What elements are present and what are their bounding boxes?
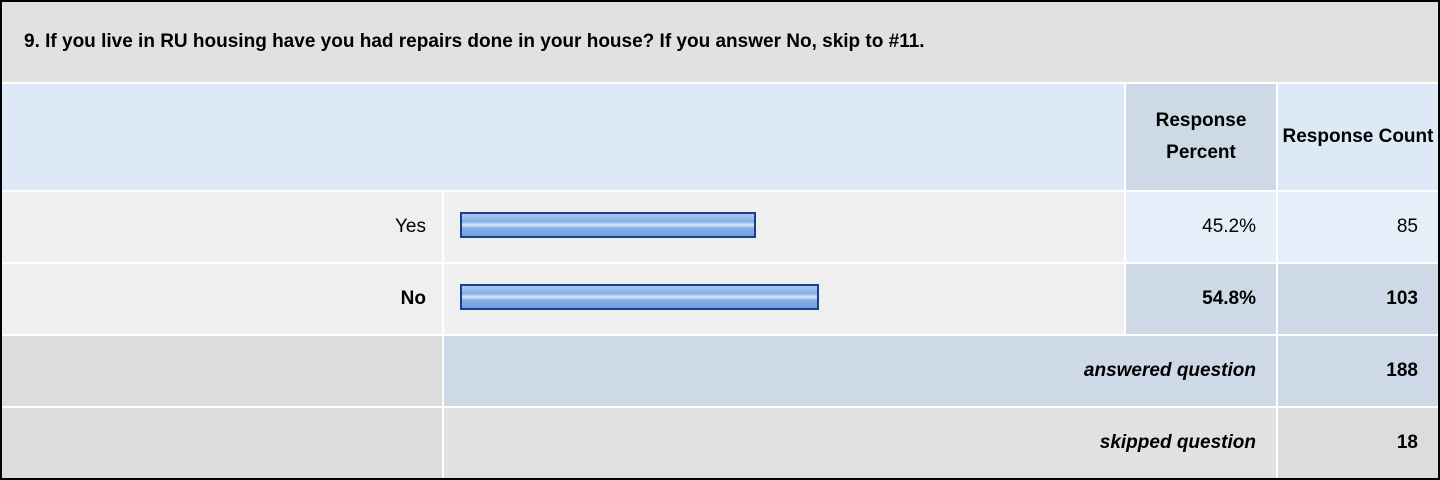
- answered-count: 188: [1278, 336, 1438, 406]
- row-percent: 45.2%: [1126, 192, 1276, 262]
- skipped-count: 18: [1278, 408, 1438, 478]
- bar: [460, 284, 819, 310]
- skipped-label: skipped question: [444, 408, 1276, 478]
- header-count: Response Count: [1278, 84, 1438, 190]
- row-percent: 54.8%: [1126, 264, 1276, 334]
- answered-blank: [2, 336, 442, 406]
- header-blank: [2, 84, 1124, 190]
- question-title: 9. If you live in RU housing have you ha…: [2, 2, 1438, 82]
- header-percent: Response Percent: [1126, 84, 1276, 190]
- skipped-blank: [2, 408, 442, 478]
- row-label: Yes: [2, 192, 442, 262]
- row-label: No: [2, 264, 442, 334]
- bar: [460, 212, 757, 238]
- row-count: 103: [1278, 264, 1438, 334]
- row-count: 85: [1278, 192, 1438, 262]
- answered-label: answered question: [444, 336, 1276, 406]
